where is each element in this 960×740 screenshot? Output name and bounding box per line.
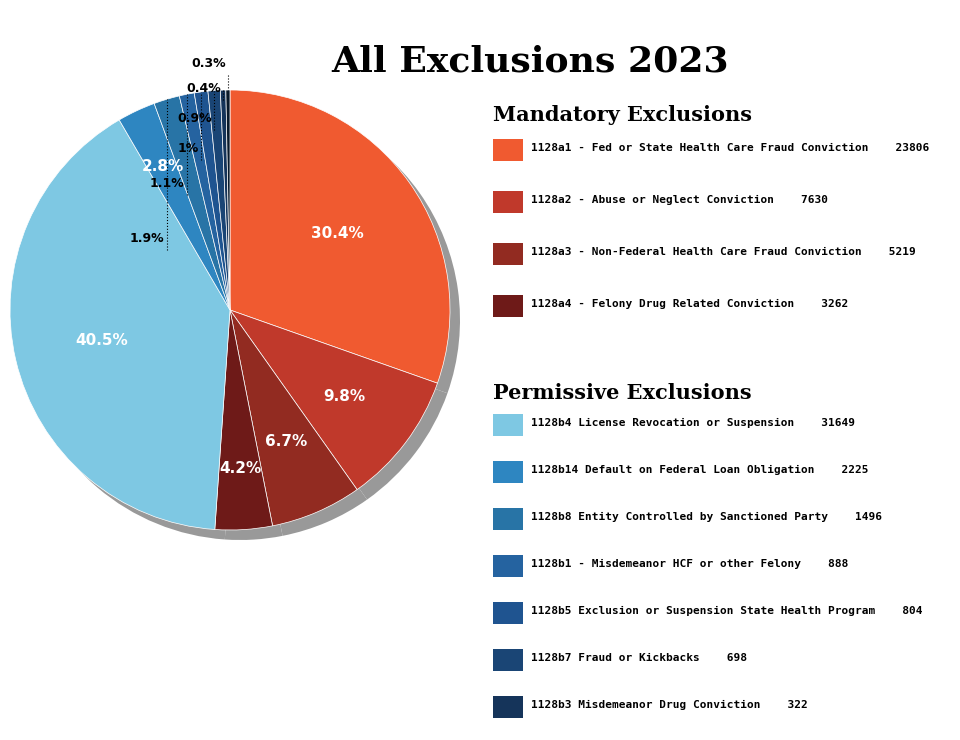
Wedge shape (240, 320, 367, 536)
Text: 0.3%: 0.3% (191, 57, 226, 70)
Text: 1128b3 Misdemeanor Drug Conviction    322: 1128b3 Misdemeanor Drug Conviction 322 (531, 700, 807, 710)
Wedge shape (221, 90, 230, 310)
Wedge shape (226, 90, 230, 310)
Text: 1128b1 - Misdemeanor HCF or other Felony    888: 1128b1 - Misdemeanor HCF or other Felony… (531, 559, 849, 569)
Wedge shape (20, 130, 240, 539)
Text: Permissive Exclusions: Permissive Exclusions (493, 383, 752, 403)
Wedge shape (10, 120, 230, 530)
Text: Mandatory Exclusions: Mandatory Exclusions (493, 105, 752, 125)
Wedge shape (240, 100, 460, 393)
Text: 6.7%: 6.7% (265, 434, 307, 449)
Wedge shape (119, 104, 230, 310)
Text: 4.2%: 4.2% (219, 460, 261, 476)
Bar (493, 414, 523, 436)
Text: 9.8%: 9.8% (323, 388, 365, 404)
Wedge shape (204, 101, 240, 320)
Bar (493, 649, 523, 671)
Bar (493, 295, 523, 317)
Bar (493, 508, 523, 530)
Text: All Exclusions 2023: All Exclusions 2023 (331, 45, 729, 79)
Text: 1128b8 Entity Controlled by Sanctioned Party    1496: 1128b8 Entity Controlled by Sanctioned P… (531, 512, 882, 522)
Text: 1.9%: 1.9% (130, 232, 164, 245)
Text: 1128a2 - Abuse or Neglect Conviction    7630: 1128a2 - Abuse or Neglect Conviction 763… (531, 195, 828, 205)
Text: 1128a1 - Fed or State Health Care Fraud Conviction    23806: 1128a1 - Fed or State Health Care Fraud … (531, 143, 929, 153)
Wedge shape (215, 310, 273, 530)
Bar (493, 243, 523, 265)
Wedge shape (130, 113, 240, 320)
Bar (493, 191, 523, 213)
Wedge shape (225, 320, 282, 540)
Text: 0.9%: 0.9% (178, 112, 212, 125)
Text: 1128a3 - Non-Federal Health Care Fraud Conviction    5219: 1128a3 - Non-Federal Health Care Fraud C… (531, 247, 916, 257)
Wedge shape (230, 310, 357, 526)
Text: 1128a4 - Felony Drug Related Conviction    3262: 1128a4 - Felony Drug Related Conviction … (531, 299, 849, 309)
Wedge shape (218, 100, 240, 320)
Text: 1.1%: 1.1% (150, 177, 184, 190)
Text: 1128b14 Default on Federal Loan Obligation    2225: 1128b14 Default on Federal Loan Obligati… (531, 465, 869, 475)
Text: 30.4%: 30.4% (311, 226, 364, 241)
Bar (493, 461, 523, 483)
Wedge shape (194, 91, 230, 310)
Text: 1128b5 Exclusion or Suspension State Health Program    804: 1128b5 Exclusion or Suspension State Hea… (531, 606, 923, 616)
Text: 1%: 1% (178, 142, 199, 155)
Text: 1128b7 Fraud or Kickbacks    698: 1128b7 Fraud or Kickbacks 698 (531, 653, 747, 663)
Wedge shape (164, 106, 240, 320)
Wedge shape (230, 310, 438, 490)
Wedge shape (236, 100, 240, 320)
Wedge shape (180, 93, 230, 310)
Wedge shape (155, 96, 230, 310)
Text: 1128b4 License Revocation or Suspension    31649: 1128b4 License Revocation or Suspension … (531, 418, 855, 428)
Text: 0.4%: 0.4% (186, 82, 221, 95)
Wedge shape (208, 90, 230, 310)
Bar (493, 555, 523, 577)
Wedge shape (230, 90, 450, 383)
Bar (493, 139, 523, 161)
Wedge shape (240, 320, 447, 500)
Wedge shape (230, 100, 240, 320)
Bar (493, 602, 523, 624)
Bar (493, 696, 523, 718)
Text: 40.5%: 40.5% (75, 332, 128, 348)
Text: 2.8%: 2.8% (141, 159, 183, 174)
Wedge shape (189, 103, 240, 320)
